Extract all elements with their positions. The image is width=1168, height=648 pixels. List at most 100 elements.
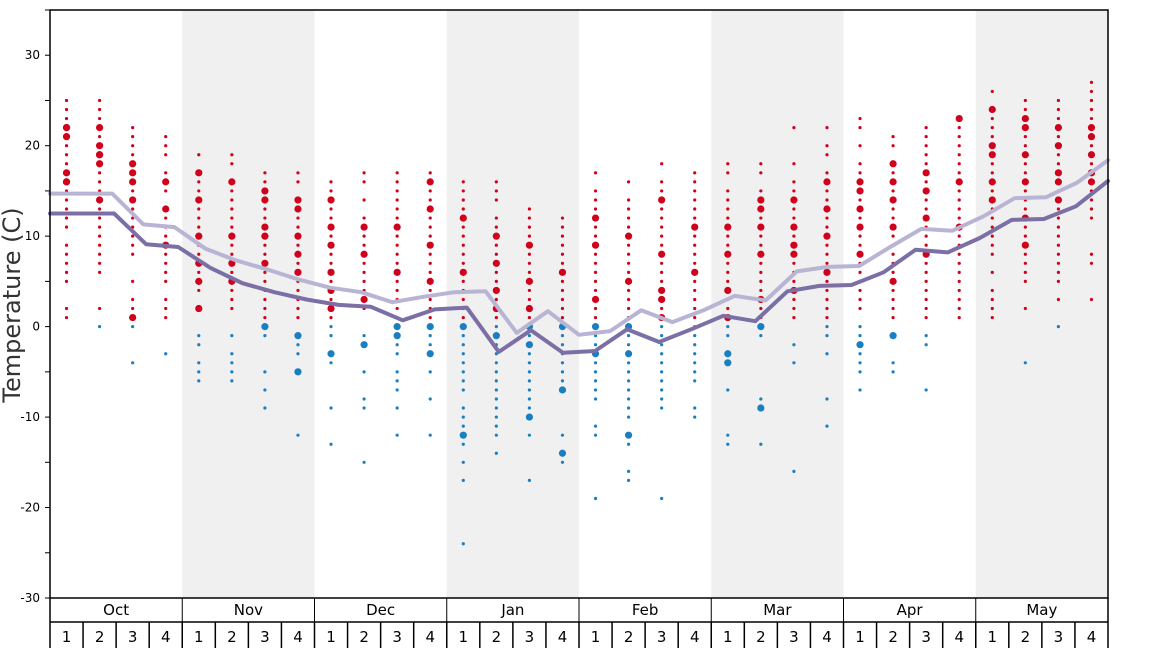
temperature-dot	[131, 153, 135, 157]
temperature-dot	[660, 325, 664, 329]
temperature-dot	[164, 144, 168, 148]
y-tick-label: 0	[32, 320, 40, 334]
temperature-dot	[129, 313, 137, 322]
temperature-dot	[131, 325, 135, 329]
upper-trend-line	[48, 158, 1110, 337]
week-label: 1	[459, 628, 469, 646]
week-label: 4	[293, 628, 303, 646]
temperature-dot	[990, 315, 994, 320]
temperature-dot	[461, 542, 465, 546]
temperature-dot	[560, 297, 565, 302]
temperature-dot	[230, 270, 234, 274]
temperature-dot	[263, 297, 267, 302]
temperature-dot	[164, 252, 168, 256]
temperature-dot	[990, 225, 994, 229]
temperature-dot	[1054, 142, 1063, 150]
temperature-dot	[230, 252, 234, 256]
temperature-dot	[197, 334, 201, 338]
temperature-dot	[97, 225, 102, 229]
temperature-dot	[428, 234, 432, 238]
month-shade-may	[975, 10, 1108, 598]
temperature-dot	[62, 133, 71, 141]
temperature-dot	[230, 379, 234, 383]
temperature-dot	[593, 252, 598, 256]
temperature-dot	[658, 286, 666, 295]
temperature-dot	[924, 388, 928, 392]
temperature-dot	[858, 126, 862, 130]
temperature-dot	[426, 205, 434, 213]
temperature-dot	[990, 171, 994, 175]
temperature-dot	[527, 370, 532, 374]
temperature-dot	[492, 232, 500, 240]
temperature-dot	[494, 370, 498, 374]
temperature-dot	[790, 223, 798, 231]
temperature-dot	[362, 460, 366, 464]
temperature-dot	[693, 261, 697, 265]
temperature-dot	[393, 323, 401, 331]
temperature-dot	[230, 352, 234, 356]
temperature-dot	[560, 343, 565, 347]
temperature-dot	[294, 196, 302, 204]
temperature-dot	[858, 334, 862, 338]
temperature-dot	[792, 361, 796, 365]
week-label: 3	[392, 628, 402, 646]
temperature-dot	[626, 180, 631, 184]
temperature-dot	[856, 223, 864, 231]
temperature-dot	[593, 496, 598, 501]
temperature-dot	[792, 207, 796, 211]
temperature-dot	[726, 433, 730, 437]
temperature-dot	[660, 180, 664, 184]
temperature-dot	[327, 350, 335, 358]
temperature-dot	[261, 259, 269, 267]
temperature-dot	[461, 478, 465, 482]
temperature-dot	[691, 268, 699, 276]
temperature-dot	[1054, 196, 1063, 204]
temperature-dot	[261, 223, 269, 231]
temperature-dot	[494, 270, 498, 274]
temperature-dot	[560, 361, 565, 365]
temperature-dot	[296, 225, 300, 229]
temperature-dot	[428, 370, 432, 374]
temperature-dot	[360, 250, 368, 258]
temperature-dot	[395, 379, 399, 383]
temperature-dot	[792, 216, 796, 220]
temperature-dot	[296, 180, 300, 184]
temperature-dot	[726, 279, 730, 283]
temperature-dot	[593, 288, 598, 293]
temperature-dot	[131, 234, 135, 238]
temperature-dot	[494, 297, 498, 302]
temperature-dot	[329, 406, 333, 410]
temperature-dot	[858, 352, 862, 356]
temperature-dot	[825, 279, 829, 283]
temperature-dot	[693, 180, 697, 184]
temperature-dot	[1021, 151, 1029, 159]
temperature-dot	[757, 250, 765, 258]
temperature-dot	[459, 431, 467, 439]
temperature-dot	[97, 306, 102, 311]
temperature-dot	[393, 332, 401, 340]
temperature-dot	[693, 297, 697, 302]
temperature-dot	[527, 207, 532, 211]
temperature-dot	[95, 196, 104, 204]
temperature-dot	[560, 288, 565, 293]
temperature-dot	[988, 142, 996, 150]
temperature-dot	[924, 343, 928, 347]
temperature-dot	[494, 279, 498, 283]
temperature-dot	[197, 370, 201, 374]
temperature-dot	[792, 343, 796, 347]
temperature-dot	[825, 171, 829, 175]
temperature-dot	[1087, 178, 1096, 186]
temperature-dot	[164, 279, 168, 283]
temperature-dot	[395, 261, 399, 265]
temperature-dot	[97, 116, 102, 121]
temperature-dot	[129, 160, 137, 168]
temperature-dot	[360, 223, 368, 231]
temperature-dot	[1087, 151, 1096, 159]
temperature-dot	[560, 279, 565, 283]
temperature-dot	[891, 315, 895, 320]
temperature-dot	[825, 198, 829, 202]
temperature-dot	[1089, 116, 1094, 121]
temperature-dot	[492, 259, 500, 267]
temperature-dot	[792, 469, 796, 473]
